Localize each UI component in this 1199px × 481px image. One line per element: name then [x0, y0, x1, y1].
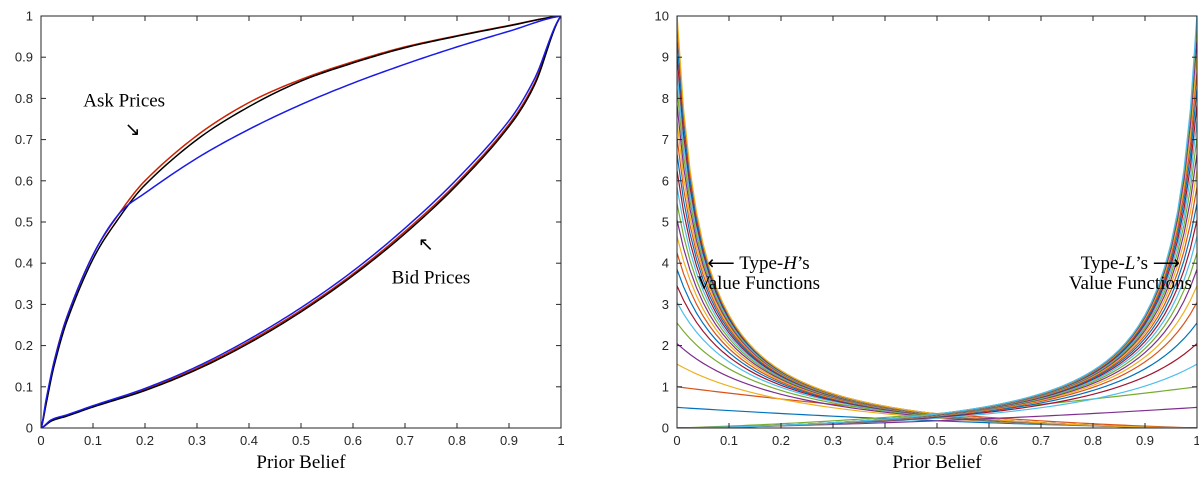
y-tick-label: 4: [662, 256, 669, 271]
plot-area: [677, 16, 1197, 428]
left-chart-panel: 0 0.1 0.2 0.3 0.4 0.5 0.6 0.7 0.8 0.9 1 0 0.1 0.2 0.3 0…: [15, 9, 565, 474]
type-h-value-curve: [677, 203, 1197, 428]
y-tick-label: 6: [662, 173, 669, 188]
y-tick-label: 0.2: [15, 338, 33, 353]
y-tick-label: 0.9: [15, 50, 33, 65]
y-tick-label: 0.6: [15, 173, 33, 188]
type-l-value-curve: [677, 302, 1197, 428]
x-tick-label: 0.7: [396, 433, 414, 448]
annotation-label: Type-L’s ⟶: [1081, 253, 1180, 274]
right-chart-panel: 0 0.1 0.2 0.3 0.4 0.5 0.6 0.7 0.8 0.9 101234567891…: [655, 9, 1199, 474]
x-tick-label: 0.8: [448, 433, 466, 448]
annotation-label-line2: Value Functions: [1069, 273, 1192, 294]
y-tick-label: 3: [662, 297, 669, 312]
plot-frame: [676, 15, 1198, 429]
type-l-value-curve: [677, 22, 1197, 428]
y-tick-label: 7: [662, 132, 669, 147]
x-tick-label: 0.6: [980, 433, 998, 448]
annotation-text-part: L: [1124, 253, 1136, 274]
type-h-value-curve: [677, 71, 1197, 428]
type-h-value-curve: [677, 302, 1197, 428]
price-curve-line: [41, 16, 561, 428]
annotation-text-part: ’s: [797, 253, 810, 274]
annotation-text-part: H: [782, 253, 798, 274]
type-h-value-curve: [677, 186, 1197, 428]
y-tick-label: 0.5: [15, 215, 33, 230]
x-tick-label: 0.9: [1136, 433, 1154, 448]
price-curve-line: [41, 16, 561, 428]
type-l-value-curve: [677, 219, 1197, 428]
y-tick-label: 0.3: [15, 297, 33, 312]
annotation-label: Bid Prices: [392, 268, 471, 289]
type-l-value-curve: [677, 170, 1197, 428]
x-tick-label: 0: [673, 433, 680, 448]
type-h-value-curve: [677, 219, 1197, 428]
type-h-value-curve: [677, 38, 1197, 428]
type-h-value-curve: [677, 22, 1197, 428]
type-h-value-curve: [677, 55, 1197, 428]
annotation-text-part: Type-: [1081, 253, 1125, 274]
x-tick-label: 1: [557, 433, 564, 448]
x-tick-label: 0.5: [292, 433, 310, 448]
price-curve-line: [41, 16, 561, 428]
price-curve-line: [41, 16, 561, 428]
x-tick-label: 0.2: [772, 433, 790, 448]
x-tick-label: 0.1: [720, 433, 738, 448]
annotation-label: Ask Prices: [83, 90, 165, 111]
annotation-arrow: ⟵: [708, 253, 735, 274]
type-l-value-curve: [677, 186, 1197, 428]
price-curve-line: [41, 16, 561, 428]
type-h-value-curve: [677, 170, 1197, 428]
y-tick-label: 0.8: [15, 91, 33, 106]
y-tick-label: 0.1: [15, 379, 33, 394]
y-tick-label: 8: [662, 91, 669, 106]
x-tick-label: 0.3: [824, 433, 842, 448]
x-tick-label: 0.8: [1084, 433, 1102, 448]
annotation-label-line2: Value Functions: [697, 273, 820, 294]
x-tick-label: 0.2: [136, 433, 154, 448]
price-curve-line: [41, 16, 561, 428]
x-tick-label: 0.6: [344, 433, 362, 448]
type-l-value-curve: [677, 55, 1197, 428]
y-tick-label: 0: [26, 421, 33, 436]
x-tick-label: 0.7: [1032, 433, 1050, 448]
y-tick-label: 2: [662, 338, 669, 353]
y-tick-label: 1: [662, 379, 669, 394]
x-axis-title: Prior Belief: [892, 452, 982, 473]
type-l-value-curve: [677, 38, 1197, 428]
y-tick-label: 0.7: [15, 132, 33, 147]
y-tick-label: 0.4: [15, 256, 33, 271]
annotation-arrow: ⟶: [1153, 253, 1180, 274]
x-tick-label: 1: [1193, 433, 1199, 448]
x-tick-label: 0.4: [876, 433, 894, 448]
type-l-value-curve: [677, 16, 1197, 428]
type-l-value-curve: [677, 203, 1197, 428]
x-tick-label: 0.5: [928, 433, 946, 448]
x-axis-title: Prior Belief: [256, 452, 346, 473]
annotation-arrow: ↘: [125, 119, 141, 140]
x-tick-label: 0: [37, 433, 44, 448]
annotation-label: ⟵ Type-H’s: [708, 253, 810, 274]
annotation-text-part: Type-: [735, 253, 783, 274]
plot-frame: [40, 15, 562, 429]
x-tick-label: 0.3: [188, 433, 206, 448]
plot-area: [41, 16, 561, 428]
y-tick-label: 10: [655, 9, 669, 24]
x-tick-label: 0.1: [84, 433, 102, 448]
y-tick-label: 5: [662, 215, 669, 230]
x-tick-label: 0.9: [500, 433, 518, 448]
type-l-value-curve: [677, 71, 1197, 428]
y-tick-label: 9: [662, 50, 669, 65]
x-tick-label: 0.4: [240, 433, 258, 448]
annotation-arrow: ↖: [418, 235, 434, 256]
y-tick-label: 0: [662, 421, 669, 436]
y-tick-label: 1: [26, 9, 33, 24]
annotation-text-part: ’s: [1135, 253, 1152, 274]
